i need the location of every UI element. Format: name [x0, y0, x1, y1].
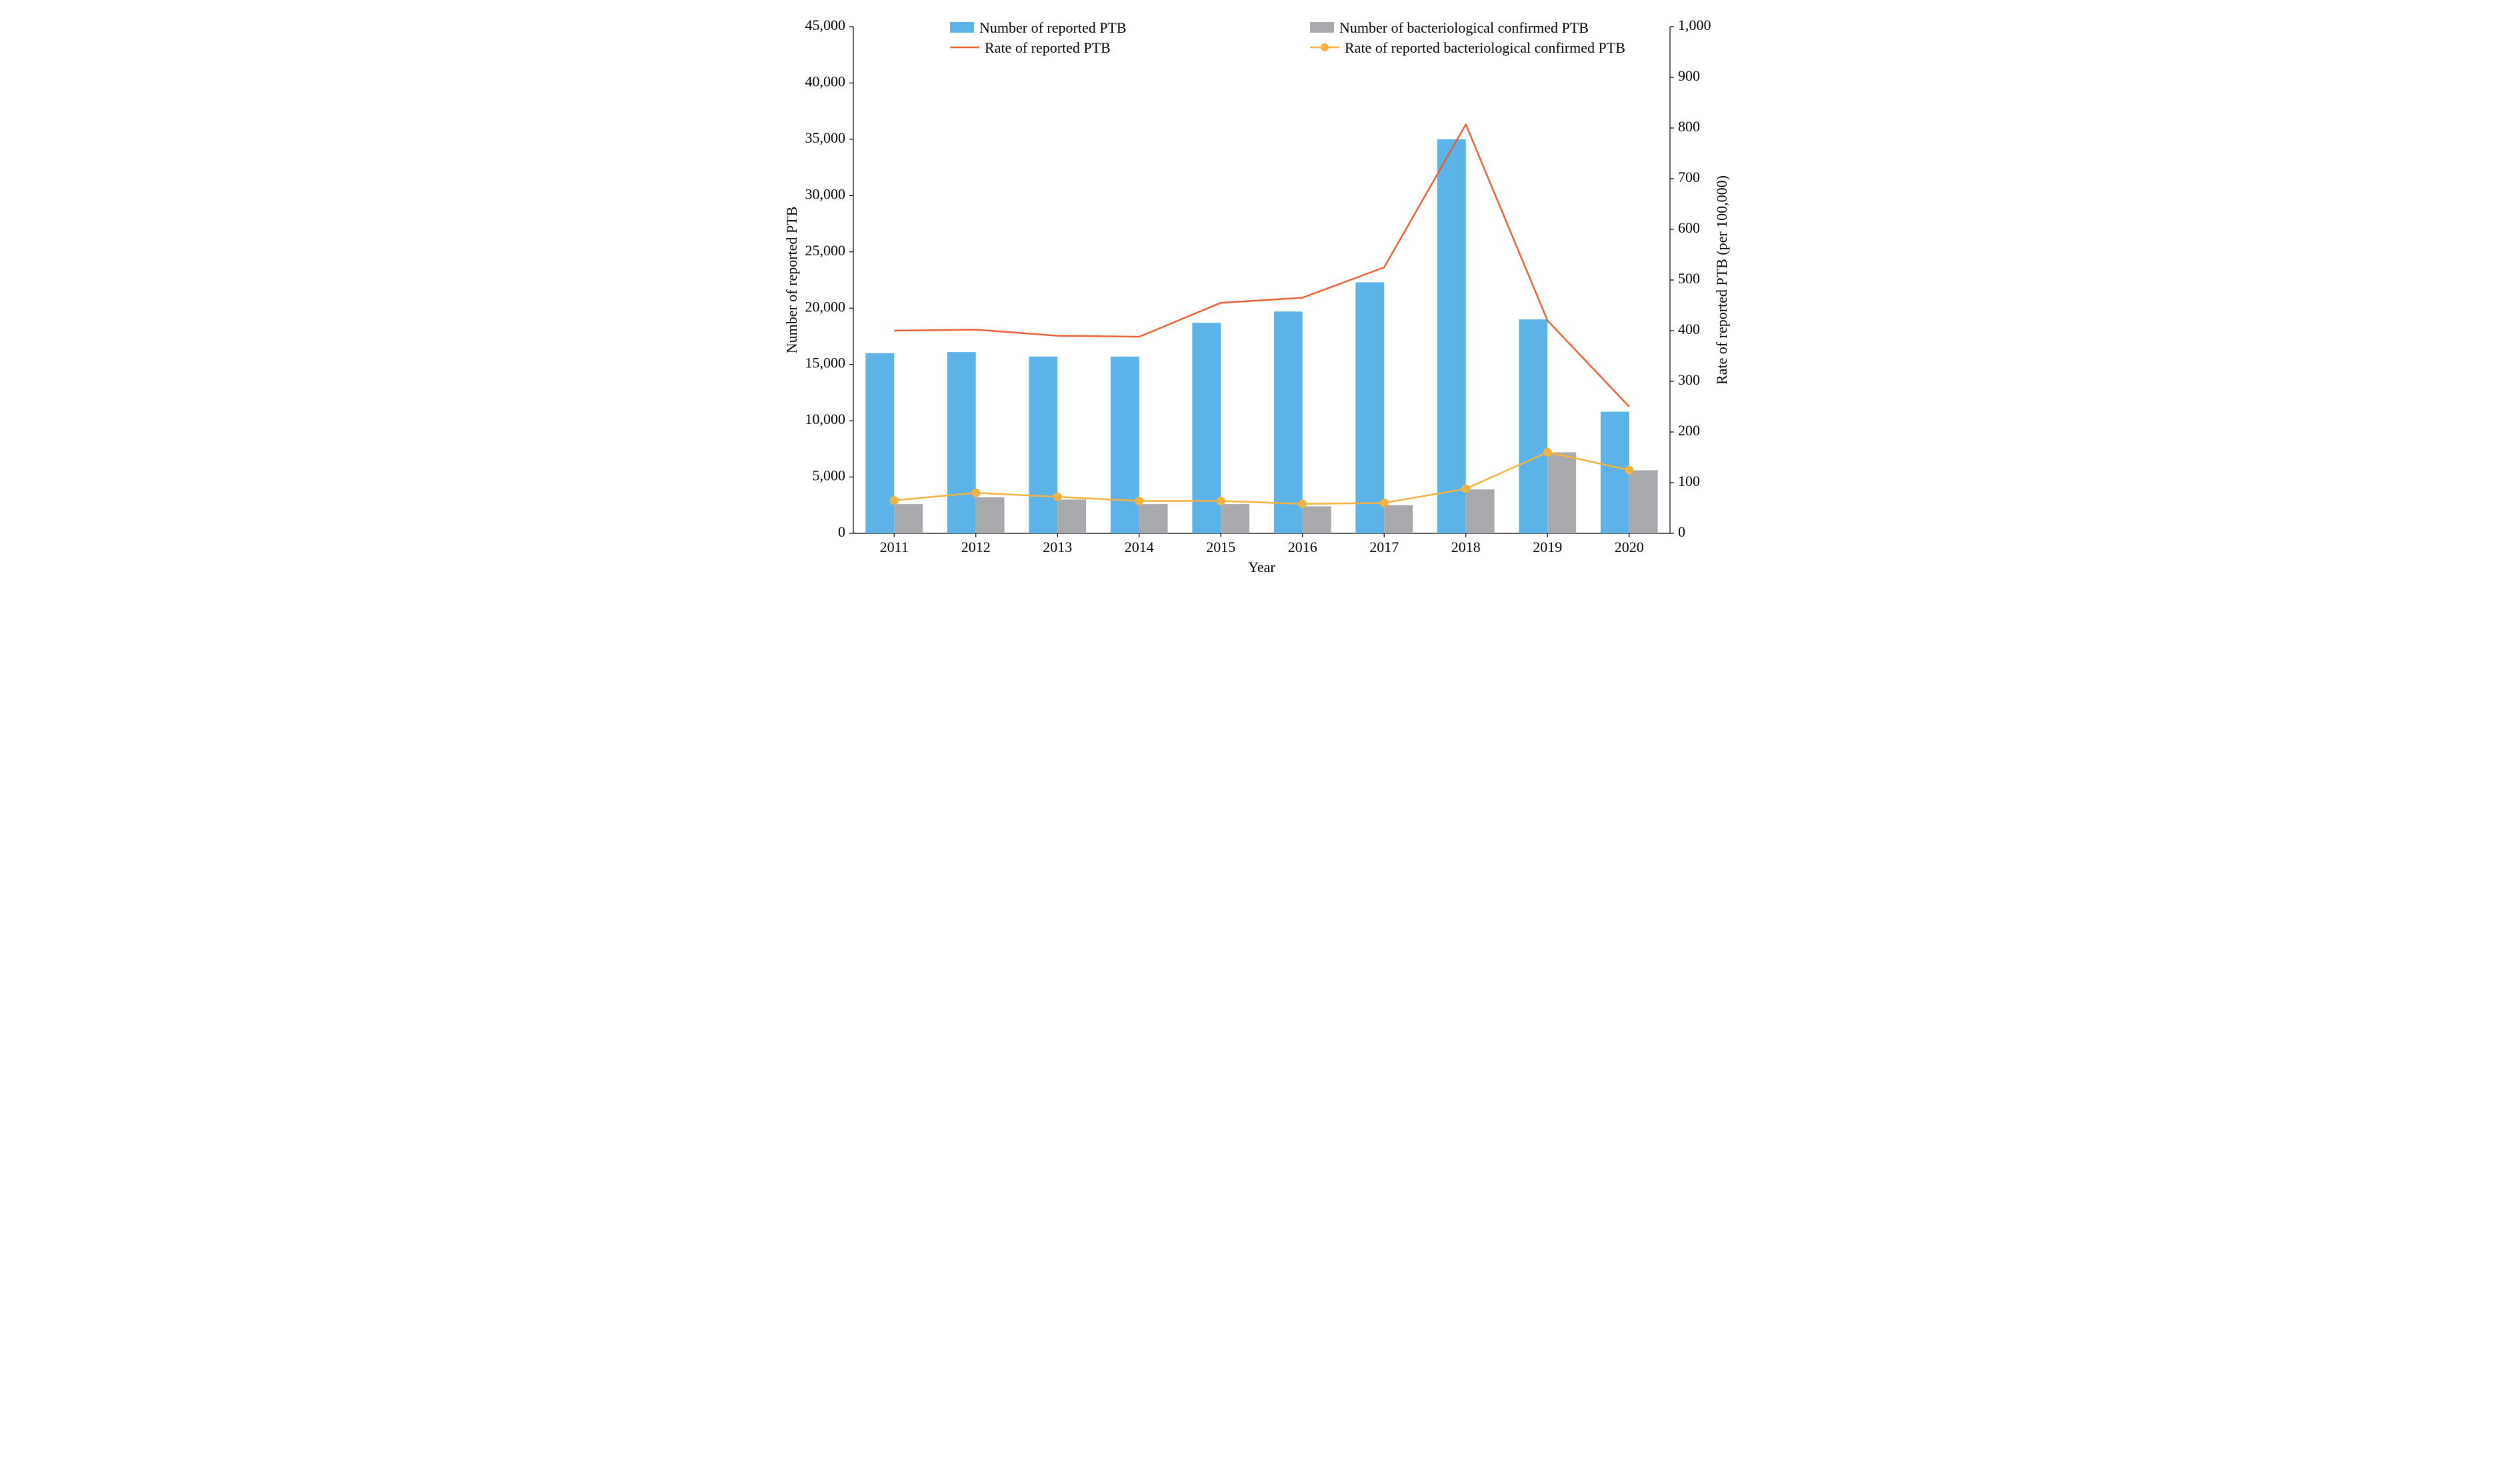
marker-confirmed_ptb_rate — [1299, 500, 1307, 508]
y-left-tick-label: 20,000 — [805, 298, 846, 315]
y-right-tick-label: 900 — [1678, 67, 1700, 84]
bar-reported_ptb_count — [1274, 311, 1303, 533]
marker-confirmed_ptb_rate — [1462, 485, 1470, 493]
y-left-tick-label: 45,000 — [805, 17, 846, 33]
x-tick-label: 2018 — [1451, 539, 1481, 555]
y-left-tick-label: 40,000 — [805, 73, 846, 89]
bar-confirmed_ptb_count — [976, 497, 1005, 533]
bar-reported_ptb_count — [1029, 357, 1057, 533]
bar-reported_ptb_count — [1111, 357, 1139, 533]
y-right-tick-label: 500 — [1678, 270, 1700, 287]
x-tick-label: 2016 — [1288, 539, 1317, 555]
x-axis-title: Year — [1248, 559, 1275, 575]
bar-reported_ptb_count — [1192, 323, 1221, 533]
bar-confirmed_ptb_count — [1384, 505, 1413, 533]
bar-confirmed_ptb_count — [1057, 499, 1086, 533]
bar-reported_ptb_count — [1601, 412, 1629, 533]
marker-confirmed_ptb_rate — [1217, 497, 1225, 505]
bar-reported_ptb_count — [1519, 319, 1547, 533]
marker-confirmed_ptb_rate — [1625, 466, 1633, 474]
marker-confirmed_ptb_rate — [1053, 493, 1061, 501]
y-right-tick-label: 400 — [1678, 321, 1700, 337]
bar-confirmed_ptb_count — [894, 504, 923, 533]
ptb-chart: 0 5,000 10,000 15,000 20,000 25,000 30,000 35,0… — [777, 13, 1743, 587]
x-tick-label: 2011 — [880, 539, 909, 555]
legend-label-confirmed_ptb_count: Number of bacteriological confirmed PTB — [1339, 19, 1589, 36]
bar-confirmed_ptb_count — [1139, 504, 1168, 533]
y-right-tick-label: 100 — [1678, 473, 1700, 489]
y-right-tick-label: 200 — [1678, 422, 1700, 439]
marker-confirmed_ptb_rate — [1135, 497, 1143, 505]
legend-label-confirmed_ptb_rate: Rate of reported bacteriological confirm… — [1345, 39, 1625, 56]
y-right-tick-label: 1,000 — [1678, 17, 1711, 33]
legend-swatch-reported_ptb_count — [950, 22, 974, 33]
y-right-tick-label: 600 — [1678, 219, 1700, 236]
bar-reported_ptb_count — [1437, 139, 1466, 533]
marker-confirmed_ptb_rate — [1543, 448, 1551, 456]
y-left-axis-title: Number of reported PTB — [783, 207, 800, 354]
legend-label-reported_ptb_rate: Rate of reported PTB — [985, 39, 1111, 56]
y-right-axis-title: Rate of reported PTB (per 100,000) — [1713, 175, 1730, 385]
bar-confirmed_ptb_count — [1466, 489, 1495, 533]
legend-marker-confirmed_ptb_rate — [1321, 43, 1329, 51]
x-tick-label: 2014 — [1125, 539, 1154, 555]
x-tick-label: 2013 — [1043, 539, 1072, 555]
bar-reported_ptb_count — [1355, 282, 1384, 533]
chart-svg: 0 5,000 10,000 15,000 20,000 25,000 30,000 35,0… — [777, 13, 1743, 587]
bar-reported_ptb_count — [947, 352, 976, 533]
x-tick-label: 2020 — [1615, 539, 1644, 555]
y-right-tick-label: 300 — [1678, 371, 1700, 388]
y-left-tick-label: 5,000 — [813, 467, 846, 484]
marker-confirmed_ptb_rate — [1380, 499, 1388, 507]
y-left-tick-label: 0 — [838, 523, 845, 540]
y-left-tick-label: 25,000 — [805, 242, 846, 259]
marker-confirmed_ptb_rate — [972, 489, 980, 497]
bar-confirmed_ptb_count — [1303, 506, 1331, 533]
x-tick-label: 2015 — [1206, 539, 1235, 555]
bar-confirmed_ptb_count — [1629, 470, 1658, 533]
y-left-tick-label: 35,000 — [805, 129, 846, 146]
y-right-tick-label: 800 — [1678, 118, 1700, 135]
bar-confirmed_ptb_count — [1547, 452, 1576, 533]
bar-confirmed_ptb_count — [1221, 504, 1249, 533]
bar-reported_ptb_count — [865, 353, 894, 533]
y-left-tick-label: 30,000 — [805, 185, 846, 202]
x-tick-label: 2019 — [1533, 539, 1562, 555]
x-tick-label: 2012 — [961, 539, 991, 555]
marker-confirmed_ptb_rate — [890, 497, 898, 505]
y-left-tick-label: 10,000 — [805, 411, 846, 427]
y-right-tick-label: 0 — [1678, 523, 1685, 540]
y-left-tick-label: 15,000 — [805, 355, 846, 371]
legend-swatch-confirmed_ptb_count — [1310, 22, 1334, 33]
legend-label-reported_ptb_count: Number of reported PTB — [979, 19, 1127, 36]
x-tick-label: 2017 — [1369, 539, 1399, 555]
y-right-tick-label: 700 — [1678, 169, 1700, 185]
